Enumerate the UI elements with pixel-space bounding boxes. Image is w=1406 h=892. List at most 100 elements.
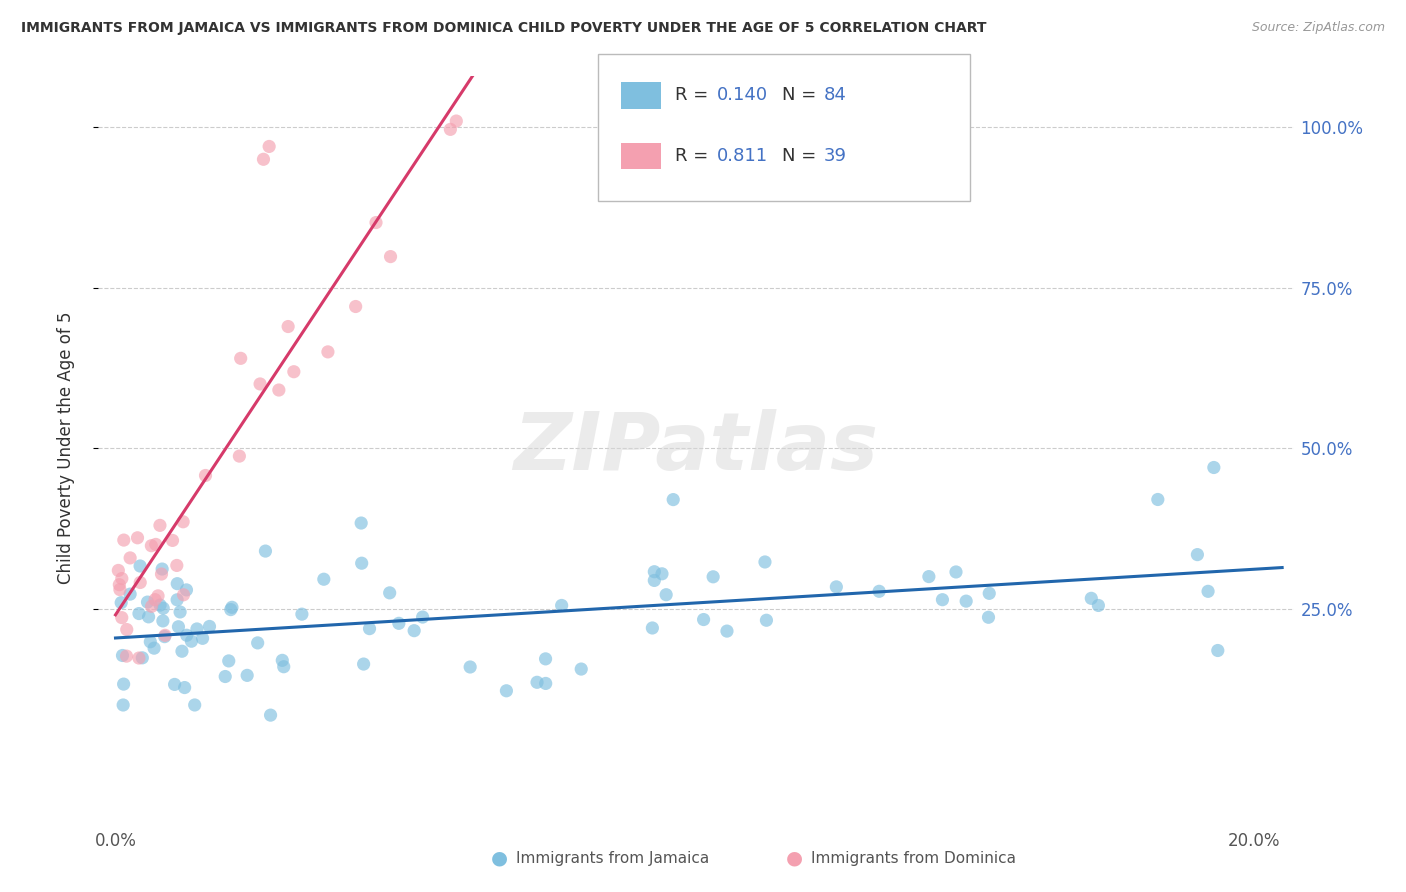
Point — [150, 567, 173, 582]
Point — [1202, 460, 1225, 475]
Point — [259, 708, 281, 723]
Point — [228, 449, 250, 463]
Point — [277, 319, 299, 334]
Point — [1080, 591, 1102, 606]
Point — [495, 683, 517, 698]
Point — [152, 601, 174, 615]
Point — [167, 620, 190, 634]
Point — [214, 669, 236, 683]
Point — [198, 619, 221, 633]
Point — [271, 653, 294, 667]
Text: 84: 84 — [824, 87, 846, 104]
Point — [141, 599, 163, 614]
Point — [716, 624, 738, 639]
Point — [378, 586, 401, 600]
Point — [191, 632, 214, 646]
Point — [138, 610, 160, 624]
Text: ZIPatlas: ZIPatlas — [513, 409, 879, 487]
Point — [283, 365, 305, 379]
Point — [534, 652, 557, 666]
Point — [236, 668, 259, 682]
Point — [364, 215, 387, 229]
Point — [1206, 643, 1229, 657]
Point — [120, 587, 142, 601]
Point — [955, 594, 977, 608]
Text: ●: ● — [491, 848, 508, 868]
Point — [692, 613, 714, 627]
Point — [755, 613, 778, 627]
Point — [149, 518, 172, 533]
Point — [218, 654, 240, 668]
Point — [350, 516, 373, 530]
Text: 0.811: 0.811 — [717, 147, 768, 165]
Point — [163, 677, 186, 691]
Point — [252, 153, 274, 167]
Point — [153, 628, 176, 642]
Point — [162, 533, 184, 548]
Text: Source: ZipAtlas.com: Source: ZipAtlas.com — [1251, 21, 1385, 34]
Point — [246, 636, 269, 650]
Point — [129, 575, 152, 590]
Point — [312, 572, 335, 586]
Point — [868, 584, 890, 599]
Point — [129, 559, 152, 574]
Point — [115, 649, 138, 664]
Point — [316, 344, 339, 359]
Point — [145, 537, 167, 551]
Text: IMMIGRANTS FROM JAMAICA VS IMMIGRANTS FROM DOMINICA CHILD POVERTY UNDER THE AGE : IMMIGRANTS FROM JAMAICA VS IMMIGRANTS FR… — [21, 21, 987, 35]
Point — [107, 563, 129, 577]
Text: R =: R = — [675, 87, 714, 104]
Point — [180, 634, 202, 648]
Point — [183, 698, 205, 712]
Point — [115, 623, 138, 637]
Point — [412, 610, 434, 624]
Point — [111, 610, 134, 624]
Point — [651, 566, 673, 581]
Point — [754, 555, 776, 569]
Point — [825, 580, 848, 594]
Y-axis label: Child Poverty Under the Age of 5: Child Poverty Under the Age of 5 — [56, 312, 75, 584]
Point — [139, 634, 162, 648]
Point — [153, 630, 176, 644]
Point — [143, 592, 166, 607]
Point — [108, 582, 131, 597]
Point — [194, 468, 217, 483]
Point — [169, 605, 191, 619]
Point — [702, 570, 724, 584]
Point — [380, 250, 402, 264]
Point — [353, 657, 375, 671]
Point — [170, 644, 193, 658]
Point — [254, 544, 277, 558]
Point — [111, 648, 134, 663]
Point — [176, 628, 198, 642]
Point — [229, 351, 252, 366]
Point — [439, 122, 461, 136]
Point — [150, 562, 173, 576]
Point — [166, 592, 188, 607]
Point — [120, 550, 142, 565]
Point — [143, 641, 166, 656]
Point — [1087, 599, 1109, 613]
Point — [979, 586, 1001, 600]
Point — [1146, 492, 1168, 507]
Point — [404, 624, 426, 638]
Text: R =: R = — [675, 147, 714, 165]
Point — [526, 675, 548, 690]
Point — [149, 598, 172, 612]
Text: N =: N = — [782, 147, 821, 165]
Text: Immigrants from Dominica: Immigrants from Dominica — [811, 851, 1017, 865]
Point — [108, 577, 131, 591]
Point — [221, 600, 243, 615]
Point — [249, 376, 271, 391]
Point — [173, 681, 195, 695]
Point — [146, 589, 169, 603]
Text: N =: N = — [782, 87, 821, 104]
Point — [111, 572, 134, 586]
Point — [112, 533, 135, 547]
Point — [110, 596, 132, 610]
Point — [112, 677, 135, 691]
Point — [569, 662, 592, 676]
Point — [176, 582, 198, 597]
Point — [918, 569, 941, 583]
Point — [128, 607, 150, 621]
